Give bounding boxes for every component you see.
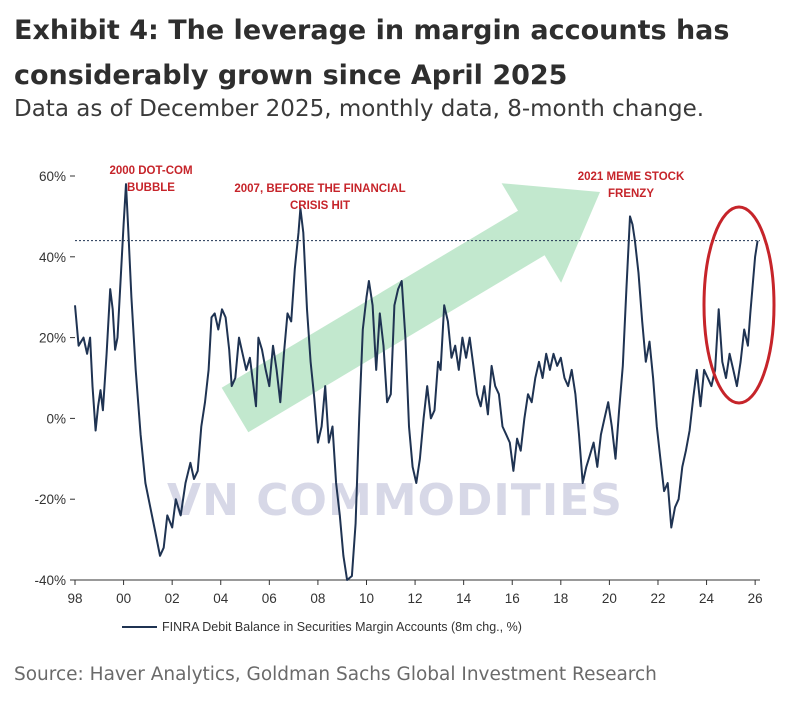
x-tick-label: 20 <box>602 591 617 606</box>
x-tick-label: 04 <box>213 591 229 606</box>
trend-arrow <box>221 183 600 433</box>
watermark-text: VN COMMODITIES <box>167 475 623 526</box>
y-tick-label: 20% <box>39 331 66 346</box>
legend-label: FINRA Debit Balance in Securities Margin… <box>162 620 522 634</box>
annotation-gfc: 2007, BEFORE THE FINANCIAL CRISIS HIT <box>234 183 405 212</box>
legend: FINRA Debit Balance in Securities Margin… <box>122 620 522 634</box>
x-tick-label: 08 <box>310 591 325 606</box>
x-tick-label: 06 <box>262 591 277 606</box>
x-tick-label: 02 <box>165 591 180 606</box>
chart-title: Exhibit 4: The leverage in margin accoun… <box>14 15 730 91</box>
x-tick-label: 98 <box>67 591 82 606</box>
x-tick-label: 10 <box>359 591 374 606</box>
x-tick-label: 00 <box>116 591 131 606</box>
annotation-dotcom-line1: 2000 DOT-COM <box>109 165 192 177</box>
series-line-0 <box>74 183 759 581</box>
x-tick-label: 26 <box>748 591 763 606</box>
y-axis: 60% 40% 20% 0% -20% -40% <box>34 169 75 588</box>
annotation-dotcom: 2000 DOT-COM BUBBLE <box>109 165 192 194</box>
x-tick-label: 24 <box>699 591 715 606</box>
y-tick-label: 0% <box>46 411 66 426</box>
y-tick-label: -40% <box>34 573 66 588</box>
x-tick-label: 16 <box>505 591 520 606</box>
x-axis: 98 00 02 04 06 08 10 12 14 16 18 20 22 24 26 <box>67 579 763 606</box>
y-tick-label: 60% <box>39 169 66 184</box>
chart-area: VN COMMODITIES 60% 40% 20% 0% -20% -40% 98 00 0… <box>34 165 776 634</box>
series-line-group <box>74 183 759 581</box>
x-tick-label: 22 <box>650 591 665 606</box>
x-tick-label: 18 <box>553 591 568 606</box>
x-tick-label: 12 <box>408 591 423 606</box>
x-tick-label: 14 <box>456 591 472 606</box>
highlight-circle <box>702 205 776 405</box>
annotation-meme-line1: 2021 MEME STOCK <box>578 171 685 183</box>
annotation-meme: 2021 MEME STOCK FRENZY <box>578 171 685 200</box>
y-tick-label: -20% <box>34 492 66 507</box>
annotation-dotcom-line2: BUBBLE <box>127 182 175 194</box>
y-tick-label: 40% <box>39 250 66 265</box>
source-note: Source: Haver Analytics, Goldman Sachs G… <box>14 664 657 685</box>
chart-subtitle: Data as of December 2025, monthly data, … <box>14 96 705 122</box>
annotation-gfc-line2: CRISIS HIT <box>290 200 350 212</box>
annotation-gfc-line1: 2007, BEFORE THE FINANCIAL <box>234 183 405 195</box>
annotation-meme-line2: FRENZY <box>608 188 654 200</box>
